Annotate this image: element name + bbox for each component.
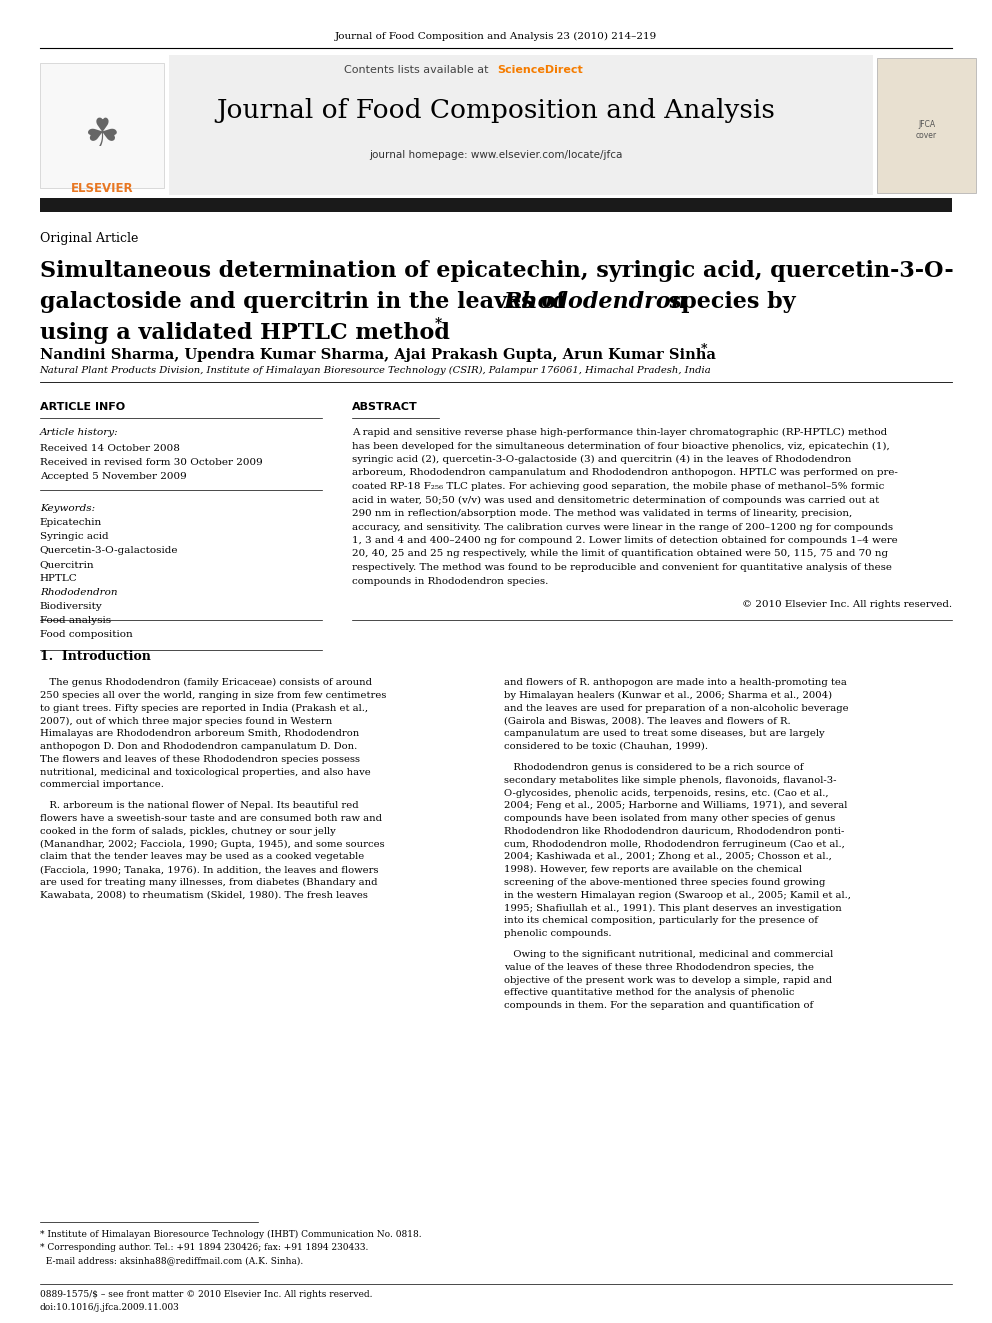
Text: objective of the present work was to develop a simple, rapid and: objective of the present work was to dev… xyxy=(504,975,832,984)
Text: compounds have been isolated from many other species of genus: compounds have been isolated from many o… xyxy=(504,814,835,823)
Text: Journal of Food Composition and Analysis 23 (2010) 214–219: Journal of Food Composition and Analysis… xyxy=(335,32,657,41)
Text: *: * xyxy=(700,343,707,356)
Text: * Corresponding author. Tel.: +91 1894 230426; fax: +91 1894 230433.: * Corresponding author. Tel.: +91 1894 2… xyxy=(40,1244,368,1252)
Text: Epicatechin: Epicatechin xyxy=(40,519,102,527)
Text: Himalayas are Rhododendron arboreum Smith, Rhododendron: Himalayas are Rhododendron arboreum Smit… xyxy=(40,729,359,738)
Text: Simultaneous determination of epicatechin, syringic acid, quercetin-3-O-: Simultaneous determination of epicatechi… xyxy=(40,261,953,282)
Text: using a validated HPTLC method: using a validated HPTLC method xyxy=(40,321,449,344)
Text: Syringic acid: Syringic acid xyxy=(40,532,108,541)
Bar xyxy=(169,56,873,194)
Text: by Himalayan healers (Kunwar et al., 2006; Sharma et al., 2004): by Himalayan healers (Kunwar et al., 200… xyxy=(504,691,832,700)
Text: claim that the tender leaves may be used as a cooked vegetable: claim that the tender leaves may be used… xyxy=(40,852,364,861)
Text: JFCA
cover: JFCA cover xyxy=(916,120,937,140)
Text: anthopogon D. Don and Rhododendron campanulatum D. Don.: anthopogon D. Don and Rhododendron campa… xyxy=(40,742,357,751)
Text: Accepted 5 November 2009: Accepted 5 November 2009 xyxy=(40,472,186,482)
Text: 20, 40, 25 and 25 ng respectively, while the limit of quantification obtained we: 20, 40, 25 and 25 ng respectively, while… xyxy=(352,549,888,558)
Bar xyxy=(40,64,164,188)
Text: into its chemical composition, particularly for the presence of: into its chemical composition, particula… xyxy=(504,917,818,925)
Text: 290 nm in reflection/absorption mode. The method was validated in terms of linea: 290 nm in reflection/absorption mode. Th… xyxy=(352,509,852,519)
Text: 1.  Introduction: 1. Introduction xyxy=(40,650,151,663)
Text: R. arboreum is the national flower of Nepal. Its beautiful red: R. arboreum is the national flower of Ne… xyxy=(40,802,358,810)
Text: HPTLC: HPTLC xyxy=(40,574,77,583)
Text: The flowers and leaves of these Rhododendron species possess: The flowers and leaves of these Rhododen… xyxy=(40,755,360,763)
Text: Rhododendron like Rhododendron dauricum, Rhododendron ponti-: Rhododendron like Rhododendron dauricum,… xyxy=(504,827,844,836)
Text: Received 14 October 2008: Received 14 October 2008 xyxy=(40,445,180,452)
Text: respectively. The method was found to be reproducible and convenient for quantit: respectively. The method was found to be… xyxy=(352,564,892,572)
Text: has been developed for the simultaneous determination of four bioactive phenolic: has been developed for the simultaneous … xyxy=(352,442,890,451)
Text: ScienceDirect: ScienceDirect xyxy=(497,65,582,75)
Text: 1998). However, few reports are available on the chemical: 1998). However, few reports are availabl… xyxy=(504,865,802,875)
Text: 1995; Shafiullah et al., 1991). This plant deserves an investigation: 1995; Shafiullah et al., 1991). This pla… xyxy=(504,904,841,913)
Text: 0889-1575/$ – see front matter © 2010 Elsevier Inc. All rights reserved.: 0889-1575/$ – see front matter © 2010 El… xyxy=(40,1290,372,1299)
Text: Rhododendron: Rhododendron xyxy=(504,291,687,314)
Text: cooked in the form of salads, pickles, chutney or sour jelly: cooked in the form of salads, pickles, c… xyxy=(40,827,335,836)
Text: The genus Rhododendron (family Ericaceae) consists of around: The genus Rhododendron (family Ericaceae… xyxy=(40,677,372,687)
Text: to giant trees. Fifty species are reported in India (Prakash et al.,: to giant trees. Fifty species are report… xyxy=(40,704,368,713)
Text: E-mail address: aksinha88@rediffmail.com (A.K. Sinha).: E-mail address: aksinha88@rediffmail.com… xyxy=(40,1256,303,1265)
Text: cum, Rhododendron molle, Rhododendron ferrugineum (Cao et al.,: cum, Rhododendron molle, Rhododendron fe… xyxy=(504,840,845,849)
Text: (Manandhar, 2002; Facciola, 1990; Gupta, 1945), and some sources: (Manandhar, 2002; Facciola, 1990; Gupta,… xyxy=(40,840,384,849)
Text: ARTICLE INFO: ARTICLE INFO xyxy=(40,402,125,411)
Text: Food composition: Food composition xyxy=(40,630,132,639)
Text: Contents lists available at: Contents lists available at xyxy=(343,65,495,75)
Text: Keywords:: Keywords: xyxy=(40,504,95,513)
Text: Article history:: Article history: xyxy=(40,429,118,437)
Bar xyxy=(877,58,976,193)
Text: coated RP-18 F₂₅₆ TLC plates. For achieving good separation, the mobile phase of: coated RP-18 F₂₅₆ TLC plates. For achiev… xyxy=(352,482,885,491)
Text: * Institute of Himalayan Bioresource Technology (IHBT) Communication No. 0818.: * Institute of Himalayan Bioresource Tec… xyxy=(40,1230,422,1240)
Text: 2004; Kashiwada et al., 2001; Zhong et al., 2005; Chosson et al.,: 2004; Kashiwada et al., 2001; Zhong et a… xyxy=(504,852,832,861)
Text: Rhododendron genus is considered to be a rich source of: Rhododendron genus is considered to be a… xyxy=(504,763,804,771)
Text: (Facciola, 1990; Tanaka, 1976). In addition, the leaves and flowers: (Facciola, 1990; Tanaka, 1976). In addit… xyxy=(40,865,378,875)
Text: accuracy, and sensitivity. The calibration curves were linear in the range of 20: accuracy, and sensitivity. The calibrati… xyxy=(352,523,893,532)
Text: and flowers of R. anthopogon are made into a health-promoting tea: and flowers of R. anthopogon are made in… xyxy=(504,677,847,687)
Text: Kawabata, 2008) to rheumatism (Skidel, 1980). The fresh leaves: Kawabata, 2008) to rheumatism (Skidel, 1… xyxy=(40,890,368,900)
Text: 2004; Feng et al., 2005; Harborne and Williams, 1971), and several: 2004; Feng et al., 2005; Harborne and Wi… xyxy=(504,802,847,810)
Text: campanulatum are used to treat some diseases, but are largely: campanulatum are used to treat some dise… xyxy=(504,729,824,738)
Text: doi:10.1016/j.jfca.2009.11.003: doi:10.1016/j.jfca.2009.11.003 xyxy=(40,1303,180,1312)
Text: phenolic compounds.: phenolic compounds. xyxy=(504,929,611,938)
Text: screening of the above-mentioned three species found growing: screening of the above-mentioned three s… xyxy=(504,878,825,886)
Text: Nandini Sharma, Upendra Kumar Sharma, Ajai Prakash Gupta, Arun Kumar Sinha: Nandini Sharma, Upendra Kumar Sharma, Aj… xyxy=(40,348,715,363)
Text: journal homepage: www.elsevier.com/locate/jfca: journal homepage: www.elsevier.com/locat… xyxy=(369,149,623,160)
Text: in the western Himalayan region (Swaroop et al., 2005; Kamil et al.,: in the western Himalayan region (Swaroop… xyxy=(504,890,851,900)
Text: flowers have a sweetish-sour taste and are consumed both raw and: flowers have a sweetish-sour taste and a… xyxy=(40,814,382,823)
Text: commercial importance.: commercial importance. xyxy=(40,781,164,790)
Text: species by: species by xyxy=(661,291,796,314)
Text: ☘: ☘ xyxy=(84,116,120,153)
Text: value of the leaves of these three Rhododendron species, the: value of the leaves of these three Rhodo… xyxy=(504,963,813,972)
Text: Owing to the significant nutritional, medicinal and commercial: Owing to the significant nutritional, me… xyxy=(504,950,833,959)
Text: 250 species all over the world, ranging in size from few centimetres: 250 species all over the world, ranging … xyxy=(40,691,386,700)
Text: (Gairola and Biswas, 2008). The leaves and flowers of R.: (Gairola and Biswas, 2008). The leaves a… xyxy=(504,716,791,725)
Text: O-glycosides, phenolic acids, terpenoids, resins, etc. (Cao et al.,: O-glycosides, phenolic acids, terpenoids… xyxy=(504,789,828,798)
Text: considered to be toxic (Chauhan, 1999).: considered to be toxic (Chauhan, 1999). xyxy=(504,742,708,751)
Text: syringic acid (2), quercetin-3-O-galactoside (3) and quercitrin (4) in the leave: syringic acid (2), quercetin-3-O-galacto… xyxy=(352,455,851,464)
Text: galactoside and quercitrin in the leaves of: galactoside and quercitrin in the leaves… xyxy=(40,291,573,314)
Text: 2007), out of which three major species found in Western: 2007), out of which three major species … xyxy=(40,716,332,725)
Text: Original Article: Original Article xyxy=(40,232,138,245)
Text: nutritional, medicinal and toxicological properties, and also have: nutritional, medicinal and toxicological… xyxy=(40,767,370,777)
Text: © 2010 Elsevier Inc. All rights reserved.: © 2010 Elsevier Inc. All rights reserved… xyxy=(742,601,952,609)
Text: arboreum, Rhododendron campanulatum and Rhododendron anthopogon. HPTLC was perfo: arboreum, Rhododendron campanulatum and … xyxy=(352,468,898,478)
Text: compounds in them. For the separation and quantification of: compounds in them. For the separation an… xyxy=(504,1002,813,1011)
Text: effective quantitative method for the analysis of phenolic: effective quantitative method for the an… xyxy=(504,988,795,998)
Text: are used for treating many illnesses, from diabetes (Bhandary and: are used for treating many illnesses, fr… xyxy=(40,878,377,888)
Text: Rhododendron: Rhododendron xyxy=(40,587,117,597)
Text: Food analysis: Food analysis xyxy=(40,617,111,624)
Text: compounds in Rhododendron species.: compounds in Rhododendron species. xyxy=(352,577,549,586)
Text: A rapid and sensitive reverse phase high-performance thin-layer chromatographic : A rapid and sensitive reverse phase high… xyxy=(352,429,887,437)
Text: 1, 3 and 4 and 400–2400 ng for compound 2. Lower limits of detection obtained fo: 1, 3 and 4 and 400–2400 ng for compound … xyxy=(352,536,898,545)
Text: *: * xyxy=(434,318,441,331)
Text: Received in revised form 30 October 2009: Received in revised form 30 October 2009 xyxy=(40,458,263,467)
Text: ABSTRACT: ABSTRACT xyxy=(352,402,418,411)
Text: Quercetin-3-O-galactoside: Quercetin-3-O-galactoside xyxy=(40,546,179,556)
Text: Natural Plant Products Division, Institute of Himalayan Bioresource Technology (: Natural Plant Products Division, Institu… xyxy=(40,366,711,376)
Text: and the leaves are used for preparation of a non-alcoholic beverage: and the leaves are used for preparation … xyxy=(504,704,848,713)
Text: Biodiversity: Biodiversity xyxy=(40,602,102,611)
Text: secondary metabolites like simple phenols, flavonoids, flavanol-3-: secondary metabolites like simple phenol… xyxy=(504,775,836,785)
Text: ELSEVIER: ELSEVIER xyxy=(70,183,134,194)
Text: acid in water, 50;50 (v/v) was used and densitometric determination of compounds: acid in water, 50;50 (v/v) was used and … xyxy=(352,496,880,504)
Text: Journal of Food Composition and Analysis: Journal of Food Composition and Analysis xyxy=(216,98,776,123)
Text: Quercitrin: Quercitrin xyxy=(40,560,94,569)
Bar xyxy=(40,198,952,212)
